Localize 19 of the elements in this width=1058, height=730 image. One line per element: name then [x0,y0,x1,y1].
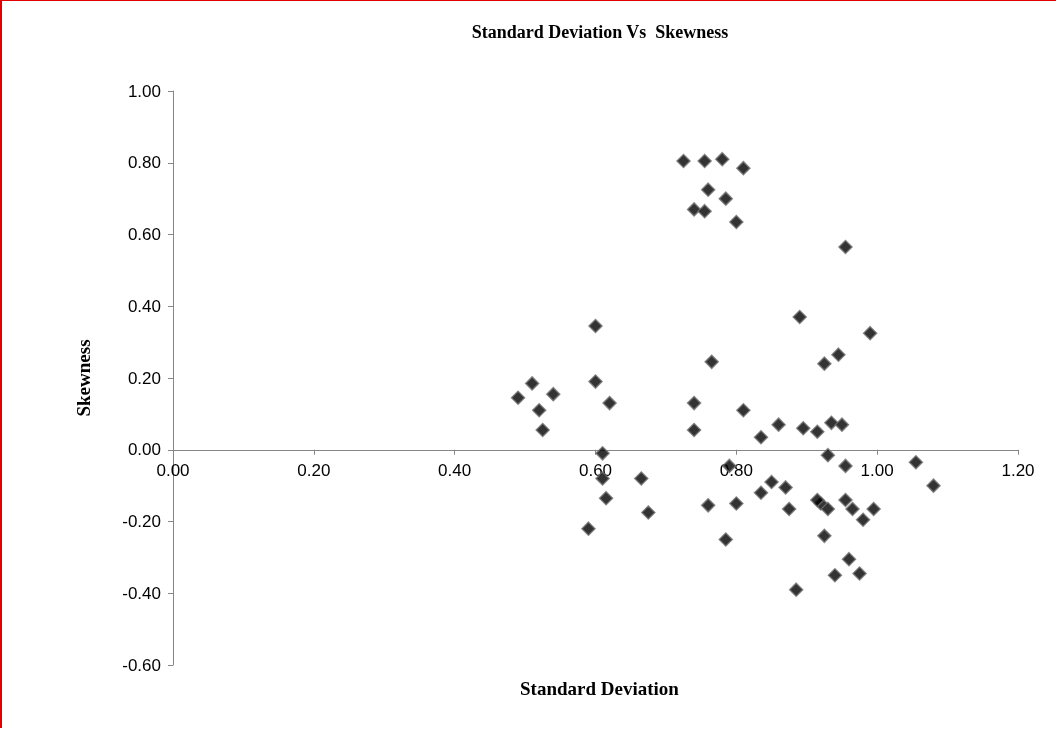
x-tick-label: 0.80 [719,460,753,480]
x-tick-label: 1.00 [860,460,894,480]
chart-title: Standard Deviation Vs Skewness [471,22,729,42]
y-tick-label: -0.20 [122,512,161,531]
x-axis-title: Standard Deviation [520,678,680,699]
y-tick-label: -0.60 [122,655,161,675]
y-tick-label: 1.00 [127,81,161,101]
x-tick-label: 0.60 [578,460,613,480]
x-tick-label: 0.20 [297,460,331,480]
y-tick-label: 0.80 [127,153,161,173]
x-tick-label: 1.20 [1001,460,1035,480]
x-tick-label: 0.40 [438,460,472,480]
y-tick-label: 0.20 [127,368,161,388]
x-tick-label: 0.00 [156,460,190,480]
y-tick-label: -0.40 [122,583,161,603]
y-tick-label: 0.60 [127,225,161,244]
y-tick-label: 0.00 [127,440,161,460]
y-axis-title: Skewness [73,339,94,417]
y-tick-label: 0.40 [127,296,161,316]
